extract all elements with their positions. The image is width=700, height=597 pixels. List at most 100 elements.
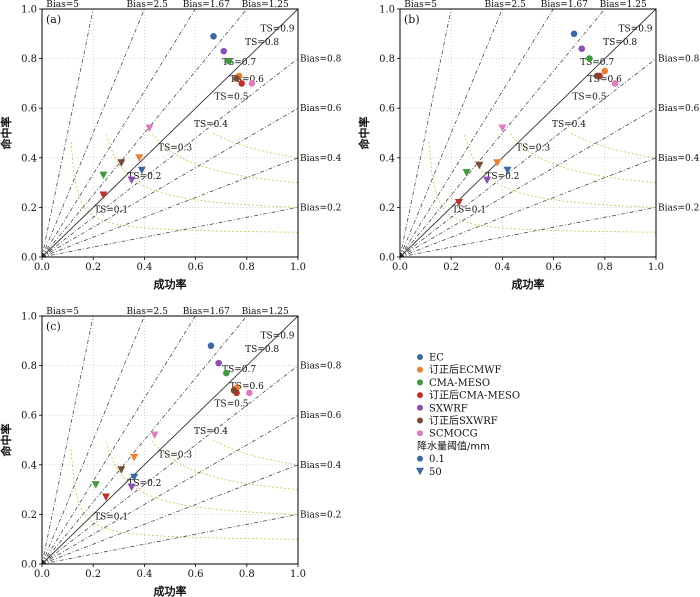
bias-line [42,58,298,257]
legend-label: SCMOCG [429,429,478,440]
legend-threshold-label: 0.1 [429,454,445,465]
bias-label-top: Bias=1.67 [183,0,230,10]
legend-triangle-icon [416,467,424,476]
marker-triangle [145,124,154,133]
marker-triangle [462,169,471,177]
x-tick-label: 0.4 [494,262,510,273]
ts-label: TS=0.5 [214,400,248,410]
ts-label: TS=0.8 [603,38,637,48]
bias-line [400,207,656,257]
plot-frame [41,315,299,565]
ts-curve [70,142,298,233]
legend-swatch [417,404,423,411]
plot-area [42,9,298,257]
ts-label: TS=0.3 [158,143,192,153]
legend-label: 订正后SXWRF [429,415,498,427]
chart-panel-2: TS=0.9 TS=0.8 TS=0.7 TS=0.6 TS=0.5 TS=0.4 TS=0… [357,0,700,291]
x-tick-label: 0.0 [34,262,50,273]
ts-label: TS=0.1 [94,205,128,215]
ts-curve [297,83,298,84]
marker-triangle [130,473,139,482]
bias-line [42,9,298,257]
ts-label: TS=0.2 [127,172,161,182]
bias-label-right: Bias=0.6 [300,411,342,421]
marker-triangle [127,176,136,185]
bias-line [42,207,298,257]
marker-circle [220,47,228,55]
ts-label: TS=0.6 [230,75,264,85]
bias-label-right: Bias=0.2 [300,510,341,520]
marker-triangle [475,161,484,170]
bias-label-top: Bias=2.5 [126,307,168,317]
ts-label: TS=0.2 [127,479,161,489]
legend-swatch [417,430,423,437]
ts-label: TS=0.1 [452,205,486,215]
y-tick-label: 0.0 [21,560,37,571]
y-tick-label: 0.8 [379,54,395,65]
x-tick-label: 0.4 [136,262,152,273]
x-tick-label: 0.8 [239,262,255,273]
x-tick-label: 0.8 [239,569,255,580]
marker-triangle [102,493,110,502]
y-tick-label: 0.4 [21,153,37,164]
x-tick-label: 0.0 [392,262,408,273]
bias-label-top: Bias=1.67 [183,307,230,317]
marker-circle [233,75,240,82]
ts-curve [655,33,656,35]
x-axis-label: 成功率 [154,277,187,291]
y-tick-label: 0.2 [379,203,395,214]
legend-swatch [417,366,423,373]
bias-line [42,414,298,564]
y-tick-label: 1.0 [21,312,37,323]
plot-frame [41,8,299,258]
y-axis-label: 命中率 [0,424,13,458]
x-tick-label: 0.6 [546,262,562,273]
panel-label: (c) [46,320,61,333]
marker-circle [586,55,593,62]
legend-swatch [417,417,423,424]
x-tick-label: 1.0 [290,262,306,273]
bias-label-top: Bias=5 [404,0,437,10]
x-tick-label: 0.2 [85,569,101,580]
ts-curve [509,133,656,183]
marker-triangle [130,453,139,462]
bias-line [42,316,196,564]
bias-label-right: Bias=0.8 [300,362,342,372]
bias-line [42,365,298,564]
bias-label-top: Bias=1.25 [242,307,289,317]
legend-swatch [417,354,423,360]
y-tick-label: 0.6 [21,104,37,115]
legend-swatch [417,392,423,399]
y-tick-label: 0.0 [21,253,37,264]
ts-label: TS=0.3 [516,143,550,153]
y-axis-label: 命中率 [357,117,371,151]
bias-label-right: Bias=0.6 [658,104,700,114]
ts-curve [151,133,298,183]
bias-line [42,464,298,564]
ts-label: TS=0.9 [261,24,295,34]
marker-circle [570,30,578,38]
marker-circle [601,67,609,75]
marker-circle [238,80,245,87]
y-tick-label: 0.4 [21,460,37,471]
ts-label: TS=0.6 [230,382,264,392]
panel-label: (b) [404,13,420,26]
plot-area [42,316,298,564]
bias-label-top: Bias=5 [46,0,79,10]
y-tick-label: 0.2 [21,203,37,214]
bias-line [400,9,452,257]
y-tick-label: 0.0 [379,253,395,264]
ts-label: TS=0.4 [194,427,228,437]
y-tick-label: 0.6 [379,104,395,115]
x-tick-label: 0.2 [443,262,459,273]
x-axis-label: 成功率 [512,277,545,291]
ts-curve [655,58,656,60]
plot-frame [399,8,657,258]
ts-label: TS=0.8 [245,38,279,48]
y-tick-label: 0.8 [21,361,37,372]
bias-line [42,316,94,564]
chart-panel-3: TS=0.9 TS=0.8 TS=0.7 TS=0.6 TS=0.5 TS=0.4 TS=0… [0,307,342,597]
x-tick-label: 0.2 [85,262,101,273]
